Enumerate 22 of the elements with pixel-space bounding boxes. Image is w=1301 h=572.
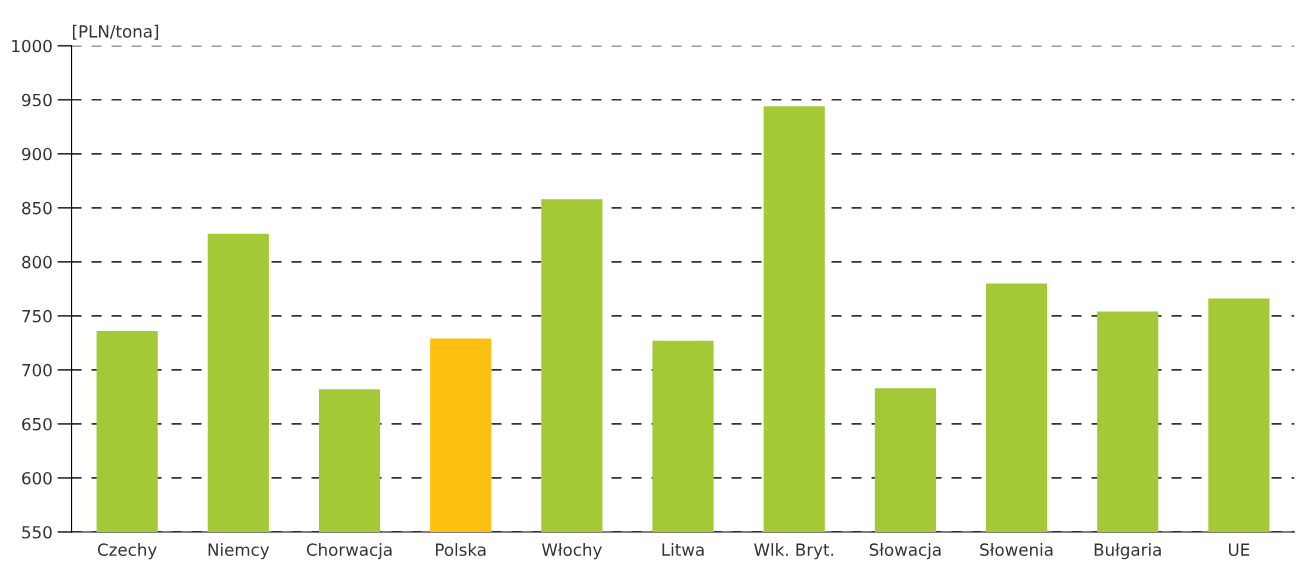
- x-tick-label: Słowacja: [869, 543, 941, 560]
- y-tick-label: 750: [22, 309, 52, 323]
- y-tick-label: 950: [22, 93, 52, 107]
- y-tick-label: 550: [22, 525, 52, 539]
- x-tick-label: Włochy: [541, 543, 602, 560]
- x-tick-label: Czechy: [97, 543, 157, 560]
- x-tick-label: Chorwacja: [306, 543, 392, 560]
- x-tick-label: Niemcy: [208, 543, 270, 560]
- y-axis-title: [PLN/tona]: [72, 24, 159, 40]
- x-tick-label: UE: [1228, 543, 1250, 556]
- x-tick-label: Wlk. Bryt.: [754, 543, 834, 560]
- y-tick-label: 900: [22, 147, 52, 161]
- y-tick-label: 800: [22, 255, 52, 269]
- x-tick-label: Słowenia: [980, 543, 1053, 556]
- y-tick-label: 650: [22, 417, 52, 431]
- y-tick-label: 1000: [12, 39, 52, 53]
- x-tick-label: Bułgaria: [1094, 543, 1161, 560]
- y-tick-label: 700: [22, 363, 52, 377]
- x-tick-label: Polska: [436, 543, 486, 556]
- x-tick-label: Litwa: [662, 543, 704, 556]
- y-tick-label: 850: [22, 201, 52, 215]
- y-tick-label: 600: [22, 471, 52, 485]
